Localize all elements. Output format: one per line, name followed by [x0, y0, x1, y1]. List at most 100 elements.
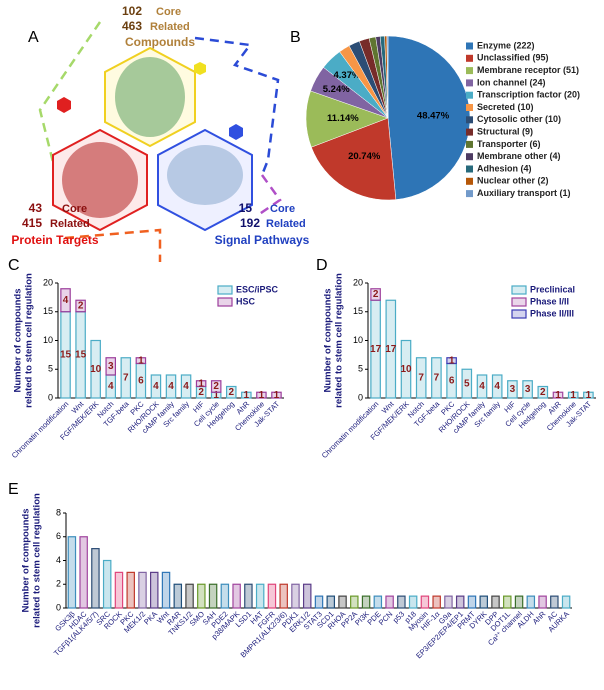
bar	[255, 583, 265, 609]
dashed-link	[64, 228, 162, 262]
bar-segment	[271, 391, 282, 399]
y-tick-label: 6	[56, 531, 61, 541]
value-label: 4	[479, 381, 485, 392]
dashed-link	[257, 174, 282, 217]
bar-segment	[105, 357, 117, 376]
legend-label: Secreted (10)	[477, 102, 534, 112]
bar	[220, 583, 230, 609]
bar-segment	[150, 374, 162, 399]
y-axis-label: related to stem cell regulation	[24, 273, 35, 408]
bar	[503, 595, 512, 609]
legend-swatch	[466, 91, 473, 99]
value-label: 4	[494, 381, 500, 392]
value-label: 1	[244, 390, 250, 401]
x-tick-label: Chromatin modification	[10, 399, 71, 460]
bar	[514, 595, 524, 609]
value-label: 6	[449, 375, 455, 386]
slice-label: 5.24%	[323, 84, 350, 95]
legend-label: Membrane receptor (51)	[477, 65, 579, 75]
bar	[279, 583, 288, 609]
bar-segment	[583, 391, 594, 399]
bar	[432, 595, 441, 609]
value-label: 5	[464, 378, 470, 389]
value-label: 1	[449, 355, 455, 366]
legend-swatch	[466, 67, 473, 75]
value-label: 1	[138, 355, 144, 366]
legend-label: Structural (9)	[477, 126, 533, 136]
bar-segment	[385, 299, 397, 399]
y-tick-label: 10	[43, 335, 53, 345]
y-tick-label: 20	[43, 277, 53, 287]
pathway-image	[167, 145, 243, 205]
bar	[491, 595, 500, 609]
bar	[444, 595, 453, 609]
bar	[361, 595, 371, 609]
value-label: 15	[75, 350, 87, 361]
bar	[185, 583, 194, 609]
y-tick-label: 15	[353, 306, 363, 316]
bar-segment	[476, 374, 488, 399]
bar-segment	[195, 380, 207, 388]
hex-icon	[194, 62, 206, 75]
legend-swatch	[466, 79, 473, 87]
value-label: 2	[198, 387, 204, 398]
value-label: 1	[213, 390, 219, 401]
y-axis-label: Number of compounds	[13, 289, 24, 393]
y-tick-label: 5	[48, 364, 53, 374]
pie-slice	[311, 117, 397, 201]
legend-swatch	[217, 285, 233, 295]
target-name: Protein Targets	[11, 233, 98, 247]
bar-segment	[225, 385, 237, 399]
y-tick-label: 10	[353, 335, 363, 345]
value-label: 1	[259, 390, 265, 401]
bar	[479, 595, 488, 609]
bar	[91, 548, 100, 609]
value-label: 4	[108, 381, 114, 392]
compound-image	[115, 57, 185, 137]
legend-label: Transcription factor (20)	[477, 90, 580, 100]
bar	[338, 595, 347, 609]
bar	[208, 583, 218, 609]
bar-segment	[165, 374, 177, 399]
x-tick-label: Chromatin modification	[320, 399, 381, 460]
legend-swatch	[466, 140, 473, 148]
bar-segment	[552, 391, 564, 399]
value-label: 1	[198, 378, 204, 389]
legend-swatch	[511, 285, 527, 295]
bar-segment	[400, 339, 412, 399]
bar-segment	[60, 288, 71, 313]
legend-label: ESC/iPSC	[236, 284, 279, 294]
bar	[79, 536, 88, 609]
compound-core: 102	[122, 4, 142, 18]
value-label: 4	[183, 381, 189, 392]
panel-label: B	[290, 29, 301, 46]
bar-segment	[522, 380, 533, 399]
value-label: 1	[570, 390, 576, 401]
y-tick-label: 4	[56, 555, 61, 565]
bar-segment	[507, 380, 518, 399]
hex-icon	[229, 124, 243, 140]
panel-label: C	[8, 257, 20, 274]
bar	[114, 571, 124, 609]
bar	[102, 559, 112, 609]
bar	[526, 595, 536, 609]
legend-label: Auxiliary transport (1)	[477, 188, 571, 198]
legend-swatch	[217, 297, 233, 307]
pathway-core-label: Core	[270, 203, 295, 215]
legend-swatch	[466, 153, 473, 161]
bar-segment	[370, 288, 381, 301]
value-label: 4	[168, 381, 174, 392]
legend-swatch	[466, 42, 473, 50]
legend-swatch	[466, 177, 473, 185]
legend-label: Membrane other (4)	[477, 151, 561, 161]
y-tick-label: 0	[48, 392, 53, 402]
legend-label: Unclassified (95)	[477, 53, 549, 63]
value-label: 1	[586, 390, 592, 401]
legend-swatch	[466, 116, 473, 124]
bar	[420, 595, 430, 609]
bar	[455, 595, 465, 609]
bar	[197, 583, 206, 609]
target-related-label: Related	[50, 218, 90, 230]
bar-segment	[567, 391, 579, 399]
